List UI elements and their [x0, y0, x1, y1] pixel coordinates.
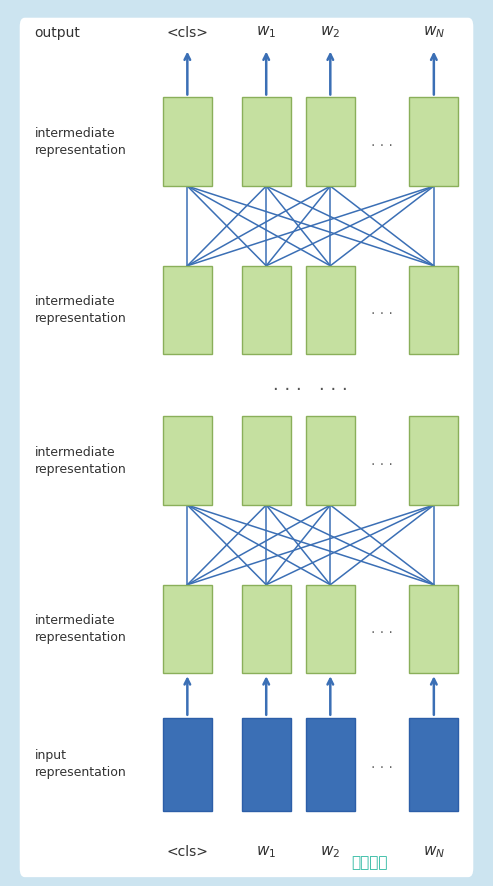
- Bar: [163, 97, 212, 186]
- Text: input
representation: input representation: [35, 750, 126, 779]
- Text: output: output: [35, 26, 80, 40]
- Text: 谷普下载: 谷普下载: [352, 855, 388, 870]
- Text: $w_{N}$: $w_{N}$: [423, 844, 445, 860]
- Bar: [306, 97, 355, 186]
- Text: $w_{2}$: $w_{2}$: [320, 24, 340, 40]
- Bar: [306, 416, 355, 505]
- Bar: [242, 266, 291, 354]
- Bar: [163, 585, 212, 673]
- Text: $w_{N}$: $w_{N}$: [423, 24, 445, 40]
- Text: $w_{1}$: $w_{1}$: [256, 844, 276, 860]
- Text: . . .: . . .: [371, 135, 393, 149]
- Text: <cls>: <cls>: [167, 26, 208, 40]
- FancyBboxPatch shape: [20, 18, 473, 877]
- Bar: [163, 416, 212, 505]
- Bar: [306, 585, 355, 673]
- Text: . . .   . . .: . . . . . .: [273, 377, 348, 394]
- Text: $w_{1}$: $w_{1}$: [256, 24, 276, 40]
- Text: intermediate
representation: intermediate representation: [35, 127, 126, 157]
- Bar: [306, 266, 355, 354]
- Text: . . .: . . .: [371, 454, 393, 468]
- Bar: [163, 266, 212, 354]
- Bar: [409, 718, 458, 811]
- Text: . . .: . . .: [371, 758, 393, 771]
- Bar: [306, 718, 355, 811]
- Bar: [242, 585, 291, 673]
- Text: intermediate
representation: intermediate representation: [35, 614, 126, 644]
- Bar: [242, 718, 291, 811]
- Bar: [163, 718, 212, 811]
- Text: . . .: . . .: [371, 303, 393, 317]
- Bar: [409, 416, 458, 505]
- Bar: [242, 416, 291, 505]
- Text: . . .: . . .: [371, 622, 393, 636]
- Text: intermediate
representation: intermediate representation: [35, 295, 126, 325]
- Text: intermediate
representation: intermediate representation: [35, 446, 126, 476]
- Text: $w_{2}$: $w_{2}$: [320, 844, 340, 860]
- Bar: [409, 266, 458, 354]
- Bar: [409, 97, 458, 186]
- Bar: [242, 97, 291, 186]
- Bar: [409, 585, 458, 673]
- Text: <cls>: <cls>: [167, 845, 208, 859]
